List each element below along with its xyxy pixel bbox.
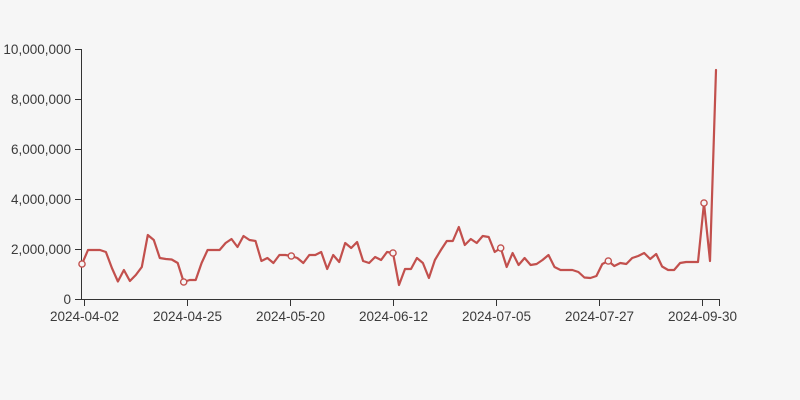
y-axis-tick-label: 2,000,000	[11, 242, 71, 257]
x-axis-tick-label: 2024-09-30	[668, 309, 737, 324]
data-point-marker	[287, 252, 296, 260]
y-axis-tick-label: 8,000,000	[11, 92, 71, 107]
x-axis-tick-label: 2024-04-25	[153, 309, 222, 324]
data-point-marker	[604, 257, 613, 265]
x-axis-tick-label: 2024-05-20	[256, 309, 325, 324]
data-point-marker	[179, 278, 188, 286]
data-point-marker	[78, 260, 86, 268]
x-axis-tick-label: 2024-07-27	[565, 309, 634, 324]
data-point-marker	[700, 199, 708, 207]
y-axis-tick-label: 0	[63, 292, 71, 307]
y-axis-tick-label: 6,000,000	[11, 142, 71, 157]
x-axis-tick-label: 2024-04-02	[50, 309, 119, 324]
x-axis-tick-label: 2024-07-05	[462, 309, 531, 324]
axis-spines	[80, 49, 720, 301]
y-axis-tick-label: 10,000,000	[3, 42, 71, 57]
y-axis-tick-label: 4,000,000	[11, 192, 71, 207]
data-point-marker	[496, 244, 505, 252]
data-point-marker	[389, 249, 397, 257]
x-axis-tick-label: 2024-06-12	[359, 309, 428, 324]
